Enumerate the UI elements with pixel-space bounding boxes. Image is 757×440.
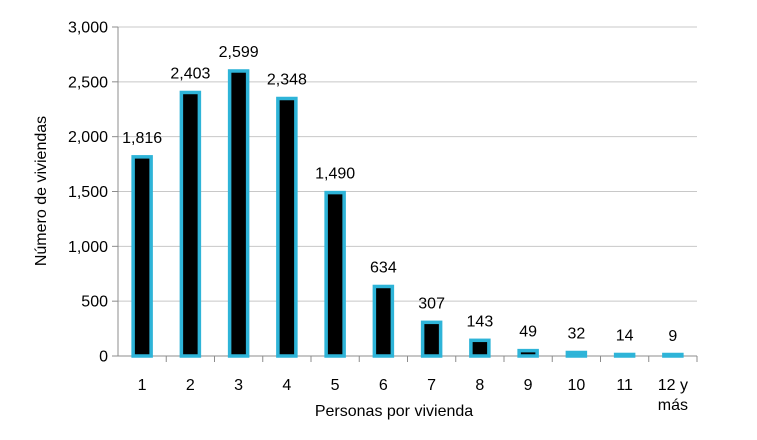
data-label: 9 <box>668 328 677 345</box>
y-tick-label: 3,000 <box>68 20 108 37</box>
data-label: 2,403 <box>170 65 210 82</box>
y-tick-label: 1,500 <box>68 184 108 201</box>
data-labels: 1,816 2,403 2,599 2,348 1,490 634 307 143 49 32 14… <box>122 44 677 345</box>
bar <box>227 69 250 358</box>
x-tick-label: 10 <box>567 377 585 394</box>
x-tick-label: 6 <box>379 377 388 394</box>
x-tick-label: más <box>658 397 688 414</box>
bar <box>517 348 539 358</box>
data-label: 32 <box>567 325 585 342</box>
y-tick-label: 0 <box>99 349 108 366</box>
data-label: 1,816 <box>122 130 162 147</box>
bar <box>565 350 588 358</box>
data-label: 143 <box>467 313 494 330</box>
y-tick-label: 1,000 <box>68 239 108 256</box>
x-tick-label: 12 y <box>658 377 688 394</box>
data-label: 1,490 <box>315 166 355 183</box>
data-label: 307 <box>418 295 445 312</box>
bar <box>276 96 298 358</box>
x-tick-label: 7 <box>427 377 436 394</box>
data-label: 2,599 <box>219 44 259 61</box>
x-tick-label: 4 <box>282 377 291 394</box>
bar <box>179 90 202 358</box>
y-tick-label: 2,000 <box>68 129 108 146</box>
data-label: 2,348 <box>267 72 307 89</box>
bars <box>131 69 684 358</box>
y-axis-title: Número de viviendas <box>33 116 50 266</box>
bar <box>469 338 491 358</box>
bar <box>662 352 684 358</box>
x-axis-title: Personas por vivienda <box>315 403 473 420</box>
data-label: 14 <box>616 327 634 344</box>
axes <box>112 26 698 362</box>
y-tick-label: 500 <box>81 294 108 311</box>
y-tick-label: 2,500 <box>68 74 108 91</box>
x-tick-label: 9 <box>524 377 533 394</box>
bar <box>324 190 346 358</box>
data-label: 49 <box>519 324 537 341</box>
bar <box>372 284 395 358</box>
x-tick-label: 5 <box>331 377 340 394</box>
x-tick-label: 1 <box>138 377 147 394</box>
x-tick-label: 8 <box>475 377 484 394</box>
bar <box>613 352 636 358</box>
bar <box>131 155 153 358</box>
x-tick-label: 2 <box>186 377 195 394</box>
data-label: 634 <box>370 259 397 276</box>
bar <box>420 320 443 358</box>
x-tick-label: 3 <box>234 377 243 394</box>
tick-labels: 0 500 1,000 1,500 2,000 2,500 3,000 1 2 3 4 5 6 7 8 9 10… <box>68 20 688 415</box>
x-tick-label: 11 <box>616 377 633 394</box>
gridlines <box>118 26 697 302</box>
